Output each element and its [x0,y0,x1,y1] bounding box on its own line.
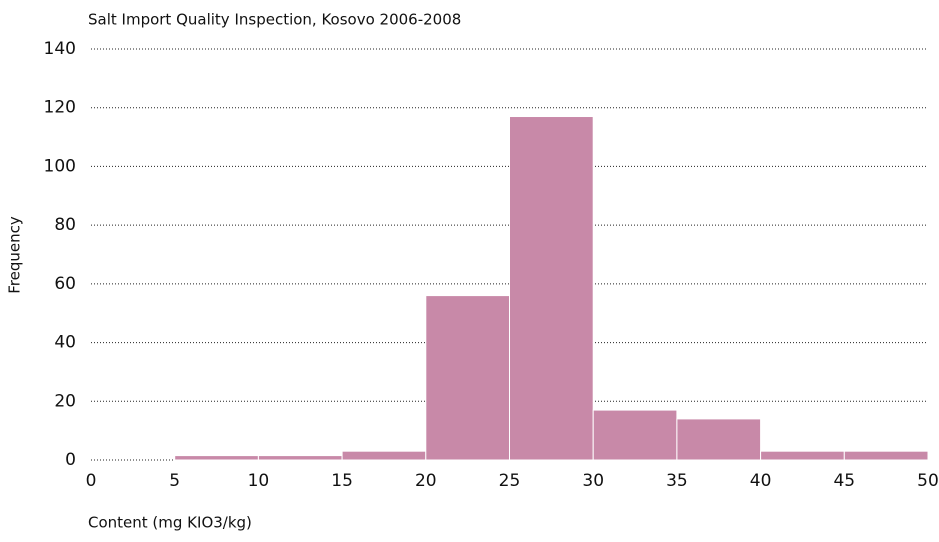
y-tick-label: 80 [54,215,76,235]
y-axis-label: Frequency [6,216,24,294]
x-axis-label: Content (mg KIO3/kg) [88,514,252,532]
x-tick-label: 0 [86,471,97,491]
x-tick-label: 25 [499,471,521,491]
x-tick-label: 20 [415,471,437,491]
bar [509,116,594,461]
bar [592,409,678,461]
y-tick-label: 140 [44,39,76,59]
x-tick-label: 10 [248,471,270,491]
chart-title: Salt Import Quality Inspection, Kosovo 2… [88,11,461,29]
x-tick-label: 50 [917,471,939,491]
bar [760,450,845,461]
x-tick-label: 30 [582,471,604,491]
y-tick-label: 40 [54,333,76,353]
x-tick-label: 35 [666,471,688,491]
bar [676,418,762,461]
bar [843,450,929,461]
y-tick-label: 120 [44,98,76,118]
bar [341,450,427,461]
y-tick-label: 0 [65,450,76,470]
bar [257,455,343,461]
bar [425,295,510,461]
x-tick-label: 45 [833,471,855,491]
x-tick-label: 40 [750,471,772,491]
y-tick-label: 60 [54,274,76,294]
bar [174,455,259,461]
y-tick-label: 20 [54,391,76,411]
x-tick-label: 5 [169,471,180,491]
y-tick-label: 100 [44,156,76,176]
x-tick-label: 15 [331,471,353,491]
